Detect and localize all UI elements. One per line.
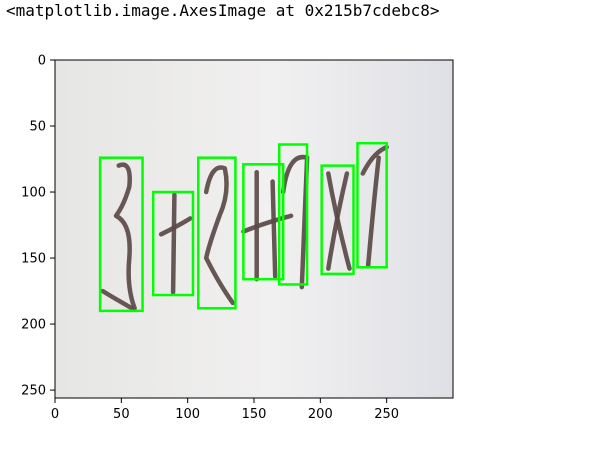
x-tick-label: 200 (308, 407, 333, 422)
x-tick-label: 50 (113, 407, 130, 422)
handwriting-stroke (241, 213, 294, 234)
bounding-box-7 (356, 141, 388, 269)
handwriting-stroke (365, 155, 381, 269)
handwriting-stroke (270, 179, 278, 279)
handwriting-stroke (326, 171, 350, 271)
bounding-box-4 (242, 163, 285, 281)
handwriting-strokes (100, 144, 389, 311)
handwriting-stroke (158, 216, 193, 237)
handwriting-stroke (170, 192, 177, 295)
x-axis-ticks: 0 50 100 150 200 250 (51, 398, 399, 422)
bounding-box-3 (197, 156, 237, 310)
handwriting-stroke (360, 144, 389, 176)
x-tick-label: 0 (51, 407, 59, 422)
handwriting-stroke (113, 162, 137, 311)
x-tick-label: 150 (242, 407, 267, 422)
y-tick-label: 50 (29, 120, 46, 135)
cell-output-text: <matplotlib.image.AxesImage at 0x215b7cd… (6, 1, 440, 20)
y-tick-label: 150 (21, 252, 46, 267)
y-tick-label: 250 (21, 384, 46, 399)
x-tick-label: 250 (374, 407, 399, 422)
handwriting-stroke (203, 165, 236, 306)
bounding-box-6 (320, 164, 355, 276)
y-axis-ticks: 0 50 100 150 200 250 (21, 54, 55, 399)
bounding-boxes (98, 141, 388, 313)
bounding-box-1 (98, 156, 144, 313)
y-tick-label: 200 (21, 318, 46, 333)
y-tick-label: 0 (38, 54, 46, 69)
x-tick-label: 100 (175, 407, 200, 422)
handwriting-stroke (100, 288, 135, 311)
y-tick-label: 100 (21, 186, 46, 201)
bounding-box-5 (277, 143, 309, 286)
bounding-box-2 (151, 190, 195, 297)
